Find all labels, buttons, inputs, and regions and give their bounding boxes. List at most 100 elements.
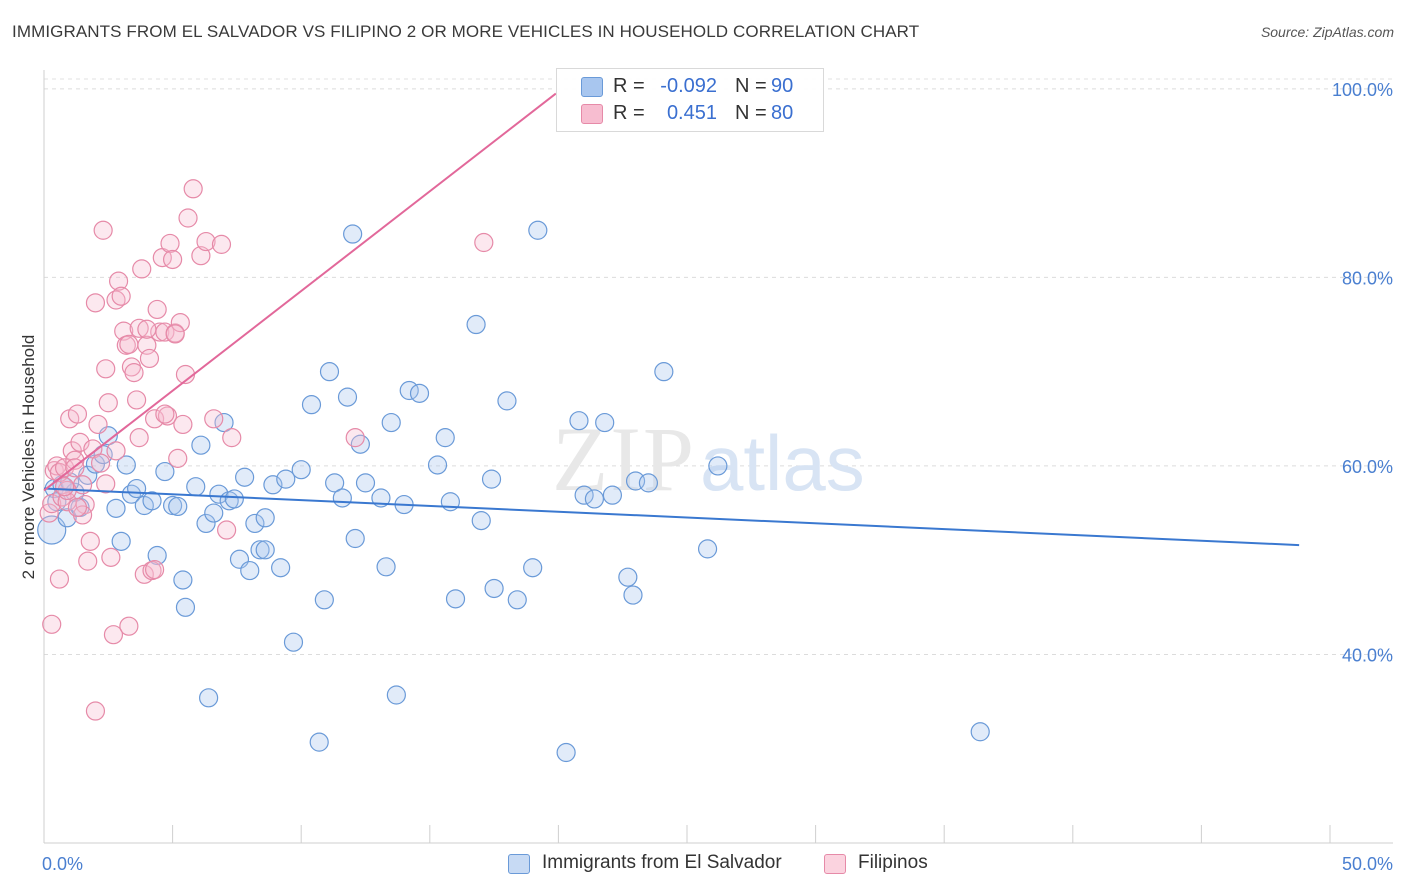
- point-filipinos: [124, 363, 144, 383]
- axes: [43, 70, 1393, 844]
- point-filipinos: [54, 477, 75, 497]
- point-el-salvador: [325, 473, 345, 493]
- y-tick-label: 60.0%: [1342, 457, 1393, 477]
- point-el-salvador: [556, 742, 576, 763]
- point-filipinos: [93, 220, 113, 240]
- point-el-salvador: [240, 560, 260, 581]
- n-value: 90: [771, 75, 794, 97]
- point-filipinos: [139, 348, 160, 369]
- point-el-salvador: [111, 531, 131, 551]
- point-el-salvador: [199, 688, 219, 708]
- point-el-salvador: [708, 456, 728, 476]
- x-tick-label-max: 50.0%: [1342, 854, 1393, 874]
- point-el-salvador: [276, 469, 296, 489]
- point-filipinos: [144, 560, 165, 580]
- point-filipinos: [42, 614, 62, 634]
- point-el-salvador: [245, 513, 265, 534]
- point-filipinos: [85, 701, 106, 721]
- point-el-salvador: [37, 515, 67, 545]
- point-el-salvador: [350, 434, 370, 454]
- point-el-salvador: [121, 484, 142, 504]
- point-filipinos: [132, 259, 152, 279]
- point-filipinos: [345, 428, 365, 448]
- n-label: N =: [735, 75, 767, 97]
- source-label: Source: ZipAtlas.com: [1260, 24, 1394, 40]
- point-el-salvador: [57, 508, 77, 528]
- point-el-salvador: [574, 485, 594, 505]
- point-filipinos: [191, 246, 211, 266]
- legend-swatch-pink: [824, 854, 846, 874]
- point-el-salvador: [332, 488, 352, 508]
- point-el-salvador: [271, 558, 291, 578]
- point-filipinos: [96, 474, 116, 494]
- point-el-salvador: [191, 435, 211, 455]
- point-el-salvador: [147, 545, 167, 566]
- point-filipinos: [106, 441, 126, 461]
- r-label: R =: [613, 75, 645, 97]
- point-el-salvador: [381, 412, 401, 433]
- point-el-salvador: [435, 428, 455, 448]
- point-filipinos: [129, 318, 149, 338]
- point-el-salvador: [638, 473, 659, 493]
- point-el-salvador: [106, 498, 126, 518]
- correlation-legend: R = -0.092 N = 90 R = 0.451 N = 80: [556, 68, 824, 132]
- point-filipinos: [217, 520, 237, 540]
- point-el-salvador: [484, 578, 504, 599]
- legend-swatch-pink: [581, 104, 603, 124]
- point-filipinos: [126, 390, 147, 410]
- point-el-salvador: [584, 489, 605, 509]
- point-el-salvador: [355, 473, 376, 493]
- trend-line-filipinos: [43, 92, 557, 492]
- point-filipinos: [119, 334, 139, 354]
- point-el-salvador: [471, 511, 491, 531]
- point-filipinos: [42, 494, 62, 514]
- point-el-salvador: [445, 589, 466, 609]
- point-el-salvador: [618, 567, 638, 587]
- point-el-salvador: [654, 362, 674, 382]
- point-filipinos: [183, 179, 203, 199]
- point-filipinos: [108, 271, 129, 291]
- point-el-salvador: [196, 513, 216, 534]
- point-filipinos: [168, 448, 188, 468]
- point-filipinos: [111, 286, 131, 306]
- point-filipinos: [155, 404, 175, 424]
- point-filipinos: [119, 616, 139, 636]
- n-value: 80: [771, 102, 794, 124]
- point-el-salvador: [337, 387, 358, 407]
- point-el-salvador: [595, 412, 615, 433]
- point-filipinos: [49, 569, 70, 589]
- legend-swatch-blue: [581, 77, 603, 97]
- point-el-salvador: [173, 570, 193, 590]
- point-el-salvador: [235, 467, 255, 487]
- point-filipinos: [160, 233, 180, 254]
- r-value: -0.092: [660, 75, 717, 97]
- point-filipinos: [78, 551, 98, 571]
- x-tick-label-min: 0.0%: [42, 854, 83, 874]
- y-tick-label: 80.0%: [1342, 268, 1393, 288]
- y-axis-label: 2 or more Vehicles in Household: [19, 335, 38, 580]
- point-filipinos: [222, 428, 242, 448]
- point-el-salvador: [186, 477, 206, 497]
- point-el-salvador: [301, 395, 322, 415]
- point-filipinos: [196, 231, 216, 252]
- point-filipinos: [170, 313, 190, 333]
- point-filipinos: [106, 290, 126, 310]
- point-filipinos: [88, 414, 108, 435]
- watermark-atlas: atlas: [700, 419, 865, 507]
- point-filipinos: [80, 531, 100, 551]
- point-el-salvador: [466, 314, 486, 335]
- point-el-salvador: [497, 391, 517, 411]
- point-filipinos: [137, 319, 157, 339]
- point-el-salvador: [970, 722, 990, 742]
- point-el-salvador: [155, 461, 175, 482]
- point-filipinos: [163, 249, 183, 270]
- watermark: ZIP atlas: [552, 408, 865, 510]
- point-el-salvador: [314, 590, 334, 610]
- point-el-salvador: [209, 484, 229, 504]
- point-filipinos: [96, 359, 116, 379]
- point-el-salvador: [569, 411, 589, 431]
- y-tick-label: 40.0%: [1342, 645, 1393, 665]
- point-el-salvador: [528, 220, 548, 240]
- point-el-salvador: [126, 478, 147, 499]
